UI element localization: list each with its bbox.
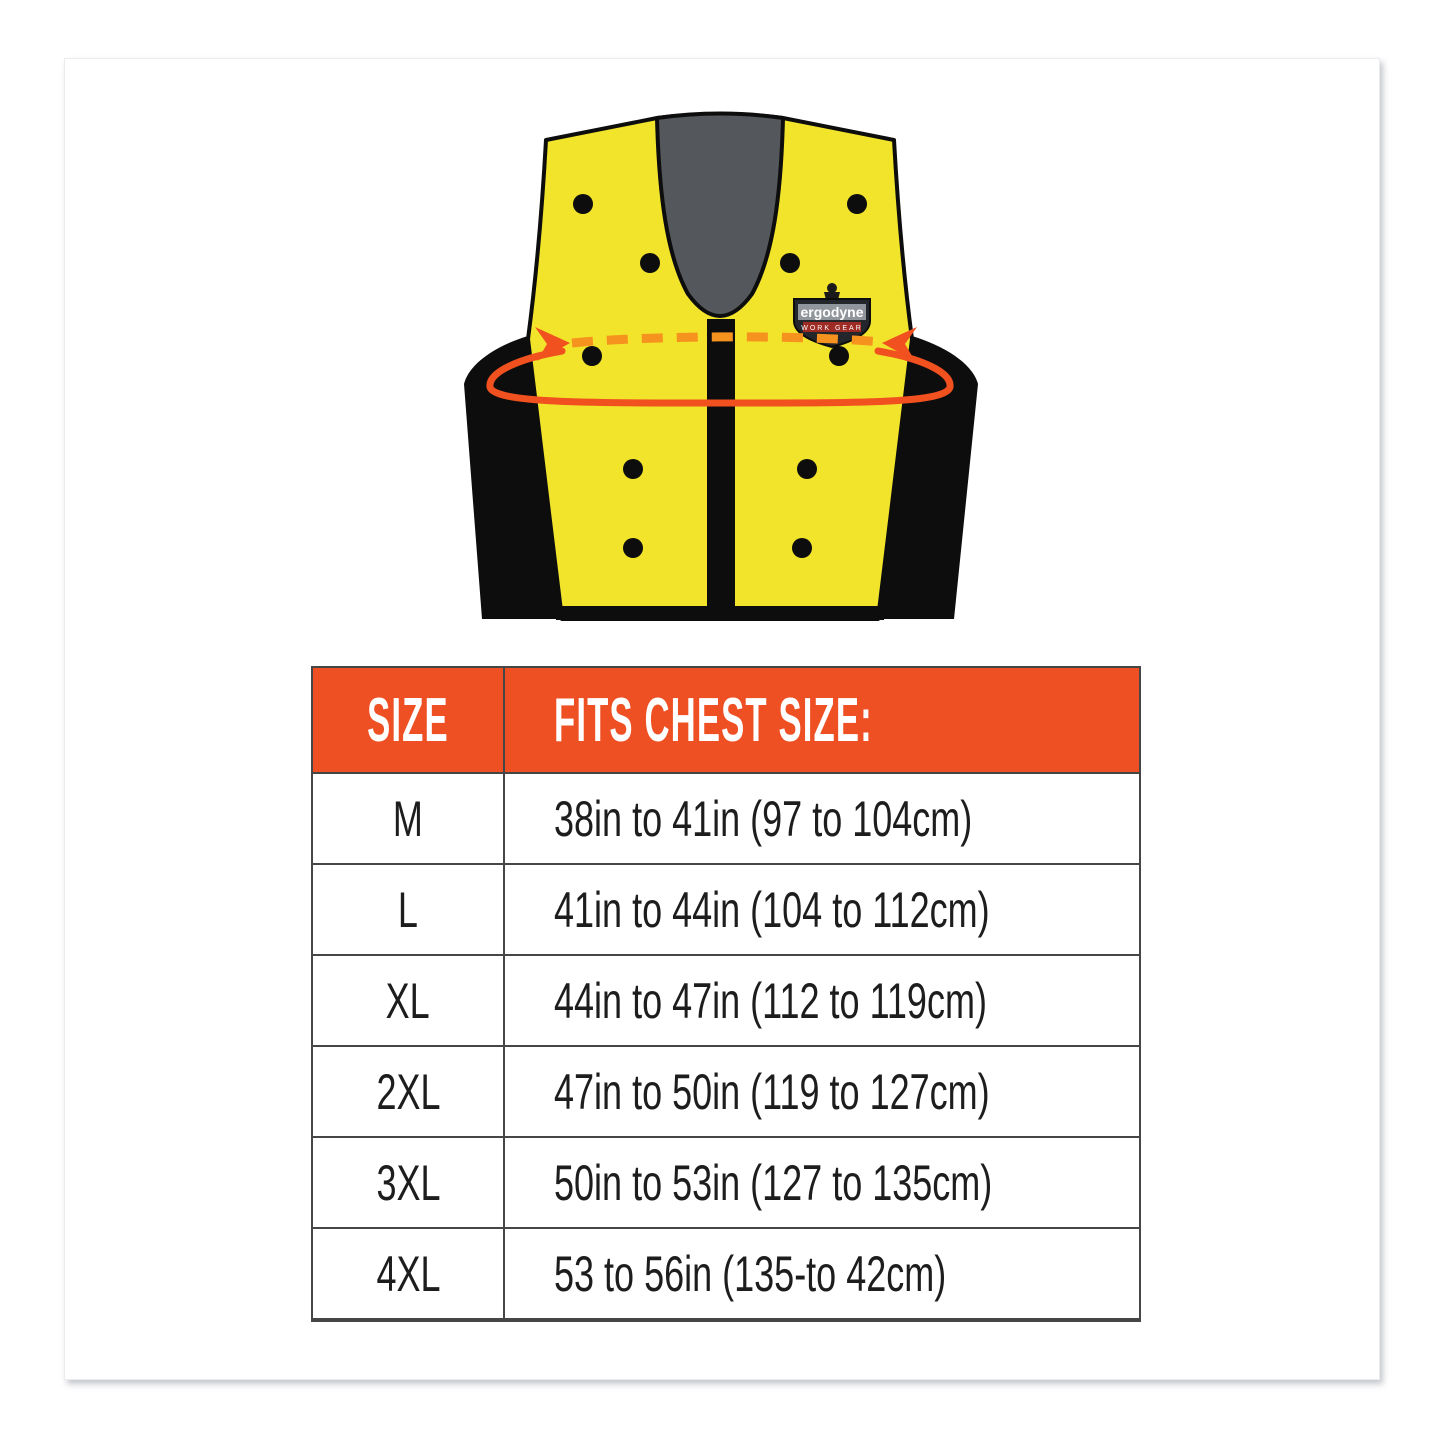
chest-value: 41in to 44in (104 to 112cm): [554, 881, 990, 938]
header-cell-chest: FITS CHEST SIZE:: [503, 666, 1141, 774]
vent-dot: [582, 346, 602, 366]
vent-dot: [797, 459, 817, 479]
chest-cell: 53 to 56in (135-to 42cm): [503, 1227, 1141, 1321]
vent-dot: [573, 194, 593, 214]
logo-brand-text: ergodyne: [800, 304, 863, 320]
logo-tagline-text: WORK GEAR: [801, 325, 863, 332]
size-chart-body: M 38in to 41in (97 to 104cm) L 41in to 4…: [311, 772, 1141, 1321]
size-cell: M: [311, 772, 505, 865]
vest-collar: [655, 111, 785, 318]
size-cell: L: [311, 863, 505, 956]
size-value: 2XL: [375, 1063, 441, 1120]
header-cell-size: SIZE: [311, 666, 505, 774]
vent-dot: [829, 346, 849, 366]
header-chest-label: FITS CHEST SIZE:: [554, 685, 873, 755]
table-row: 4XL 53 to 56in (135-to 42cm): [311, 1227, 1141, 1321]
product-card: ergodyne WORK GEAR SIZE: [64, 58, 1380, 1380]
chest-cell: 38in to 41in (97 to 104cm): [503, 772, 1141, 865]
size-cell: 2XL: [311, 1045, 505, 1138]
vent-dots: [573, 194, 867, 558]
vest-side-panel-left: [464, 336, 563, 619]
size-value: M: [393, 790, 423, 847]
table-row: L 41in to 44in (104 to 112cm): [311, 863, 1141, 956]
vest-figure: ergodyne WORK GEAR: [440, 101, 1000, 631]
measure-arrow-left: [535, 327, 570, 361]
size-chart-table: SIZE FITS CHEST SIZE: M 38in to 41in (97…: [311, 666, 1141, 1322]
vest-hem: [556, 606, 884, 620]
table-row: M 38in to 41in (97 to 104cm): [311, 772, 1141, 865]
chest-value: 53 to 56in (135-to 42cm): [554, 1245, 947, 1302]
size-value: L: [397, 881, 419, 938]
chest-measurement-ellipse: [486, 327, 954, 407]
table-row: XL 44in to 47in (112 to 119cm): [311, 954, 1141, 1047]
measure-front-arc: [486, 347, 954, 407]
size-cell: XL: [311, 954, 505, 1047]
table-row: 3XL 50in to 53in (127 to 135cm): [311, 1136, 1141, 1229]
vent-dot: [792, 538, 812, 558]
vest-side-panel-right: [877, 336, 978, 619]
size-value: XL: [385, 972, 431, 1029]
vent-dot: [623, 538, 643, 558]
ergodyne-logo-badge: ergodyne WORK GEAR: [793, 283, 871, 349]
table-row: 2XL 47in to 50in (119 to 127cm): [311, 1045, 1141, 1138]
chest-cell: 47in to 50in (119 to 127cm): [503, 1045, 1141, 1138]
chest-cell: 50in to 53in (127 to 135cm): [503, 1136, 1141, 1229]
measure-arrow-right: [882, 327, 917, 361]
chest-value: 50in to 53in (127 to 135cm): [554, 1154, 993, 1211]
size-cell: 3XL: [311, 1136, 505, 1229]
chest-cell: 44in to 47in (112 to 119cm): [503, 954, 1141, 1047]
vent-dot: [640, 253, 660, 273]
chest-cell: 41in to 44in (104 to 112cm): [503, 863, 1141, 956]
chest-value: 47in to 50in (119 to 127cm): [554, 1063, 990, 1120]
vest-zipper: [707, 319, 735, 619]
vent-dot: [780, 253, 800, 273]
size-cell: 4XL: [311, 1227, 505, 1321]
size-value: 3XL: [375, 1154, 441, 1211]
size-value: 4XL: [375, 1245, 441, 1302]
chest-value: 38in to 41in (97 to 104cm): [554, 790, 973, 847]
chest-value: 44in to 47in (112 to 119cm): [554, 972, 987, 1029]
size-chart-header-row: SIZE FITS CHEST SIZE:: [311, 666, 1141, 774]
vest-illustration: ergodyne WORK GEAR: [464, 111, 978, 621]
header-size-label: SIZE: [367, 685, 449, 755]
measure-dashed-back-line: [571, 332, 881, 348]
vent-dot: [623, 459, 643, 479]
vent-dot: [847, 194, 867, 214]
